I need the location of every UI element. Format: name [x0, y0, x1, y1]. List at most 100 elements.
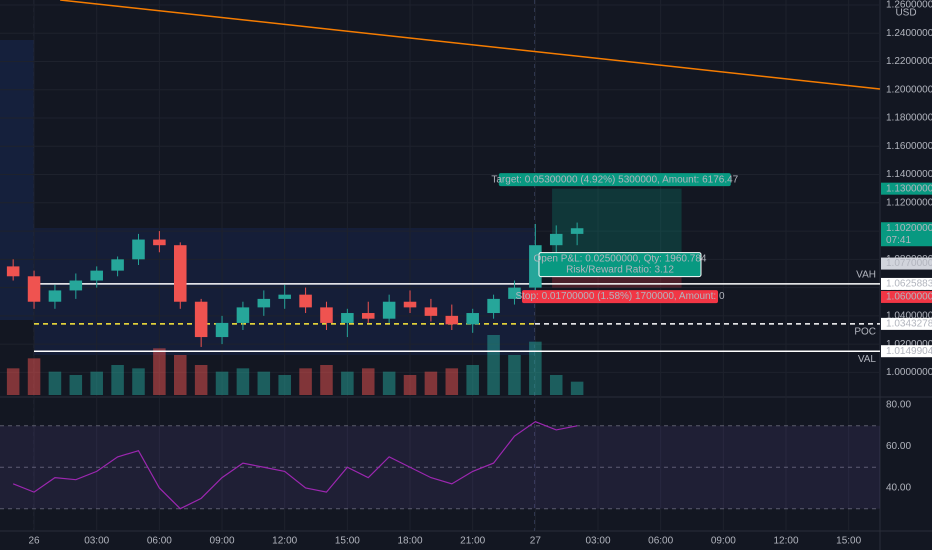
- rsi-tick-label: 80.00: [886, 400, 911, 411]
- price-tag-label: 1.06258839: [886, 279, 932, 290]
- candle-body: [424, 307, 438, 316]
- y-tick-label: 1.00000000: [886, 367, 932, 378]
- price-tag-label: 1.07700000: [886, 258, 932, 269]
- candle-body: [466, 313, 479, 325]
- rsi-band-fill: [0, 425, 880, 509]
- volume-bar: [173, 355, 187, 395]
- candle-body: [299, 294, 312, 308]
- price-tag-label: 1.03432786: [886, 319, 932, 330]
- x-tick-label: 15:00: [335, 536, 360, 547]
- y-tick-label: 1.24000000: [886, 28, 932, 39]
- volume-bar: [27, 358, 41, 395]
- x-tick-label: 27: [530, 536, 542, 547]
- candle-body: [153, 239, 166, 246]
- pnl-label-box: [538, 252, 702, 278]
- volume-bar: [549, 375, 563, 395]
- level-name: POC: [854, 327, 876, 338]
- volume-bar: [153, 348, 166, 395]
- candle-body: [445, 315, 459, 325]
- x-tick-label: 06:00: [147, 536, 172, 547]
- volume-bar: [320, 365, 333, 395]
- price-tag: [881, 222, 932, 247]
- candle-body: [27, 276, 41, 302]
- candle-body: [194, 301, 208, 338]
- volume-bar: [132, 368, 145, 395]
- y-tick-label: 1.26000000: [886, 0, 932, 11]
- candle-body: [341, 313, 354, 323]
- candle-body: [257, 298, 271, 308]
- candle-body: [90, 270, 103, 281]
- candle-body: [403, 301, 417, 308]
- x-tick-label: 15:00: [836, 536, 861, 547]
- rsi-line: [12, 420, 578, 510]
- candle-body: [320, 307, 333, 323]
- price-tag: [881, 317, 932, 330]
- candle-body: [173, 245, 187, 302]
- candle-body: [215, 322, 229, 338]
- stop-label-box: [522, 290, 718, 304]
- x-tick-label: 26: [28, 536, 40, 547]
- price-tag-label: 1.01499043: [886, 346, 932, 357]
- candle-body: [508, 287, 521, 299]
- candle-body: [487, 298, 500, 314]
- countdown: 07:41: [886, 235, 911, 246]
- candle-body: [6, 266, 20, 277]
- y-tick-label: 1.20000000: [886, 84, 932, 95]
- x-tick-label: 06:00: [648, 536, 673, 547]
- candle-body: [382, 301, 396, 319]
- price-tag: [881, 345, 932, 358]
- rsi-tick-label: 60.00: [886, 441, 911, 452]
- currency-label: USD: [895, 8, 916, 19]
- stop-label: Stop: 0.01700000 (1.58%) 1700000, Amount…: [515, 291, 724, 302]
- volume-bar: [529, 341, 542, 395]
- candle-body: [529, 245, 542, 288]
- volume-bar: [257, 371, 271, 395]
- y-tick-label: 1.18000000: [886, 113, 932, 124]
- candle-body: [570, 228, 584, 234]
- trendline: [60, 0, 881, 90]
- volume-bar: [69, 375, 83, 395]
- x-tick-label: 12:00: [272, 536, 297, 547]
- price-tag: [881, 257, 932, 270]
- volume-bar: [111, 365, 124, 395]
- target-zone: [552, 188, 682, 264]
- y-tick-label: 1.02000000: [886, 339, 932, 350]
- x-tick-label: 09:00: [210, 536, 235, 547]
- x-tick-label: 03:00: [84, 536, 109, 547]
- price-tag-label: 1.06000000: [886, 292, 932, 303]
- volume-bar: [236, 368, 250, 395]
- y-tick-label: 1.14000000: [886, 169, 932, 180]
- x-tick-label: 09:00: [711, 536, 736, 547]
- volume-bar: [403, 375, 417, 395]
- y-tick-label: 1.04000000: [886, 310, 932, 321]
- x-tick-label: 12:00: [773, 536, 798, 547]
- x-tick-label: 21:00: [460, 536, 485, 547]
- volume-bar: [487, 335, 500, 395]
- rsi-tick-label: 40.00: [886, 483, 911, 494]
- x-tick-label: 03:00: [586, 536, 611, 547]
- price-tag: [881, 182, 932, 195]
- volume-bar: [361, 368, 375, 395]
- volume-bar: [508, 355, 521, 395]
- volume-bar: [570, 381, 584, 395]
- candle-body: [111, 259, 124, 271]
- x-tick-label: 18:00: [398, 536, 423, 547]
- volume-bar: [424, 371, 438, 395]
- candle-body: [236, 307, 250, 323]
- volume-bar: [382, 371, 396, 395]
- candle-body: [132, 239, 145, 260]
- pnl-label: Open P&L: 0.02500000, Qty: 1960.784: [534, 254, 707, 265]
- volume-bar: [90, 371, 103, 395]
- y-tick-label: 1.12000000: [886, 197, 932, 208]
- volume-bar: [341, 371, 354, 395]
- volume-bar: [299, 368, 312, 395]
- y-tick-label: 1.22000000: [886, 56, 932, 67]
- candle-body: [278, 294, 291, 299]
- volume-bar: [215, 371, 229, 395]
- volume-bar: [48, 371, 62, 395]
- price-tag: [881, 277, 932, 290]
- target-label: Target: 0.05300000 (4.92%) 5300000, Amou…: [491, 174, 738, 185]
